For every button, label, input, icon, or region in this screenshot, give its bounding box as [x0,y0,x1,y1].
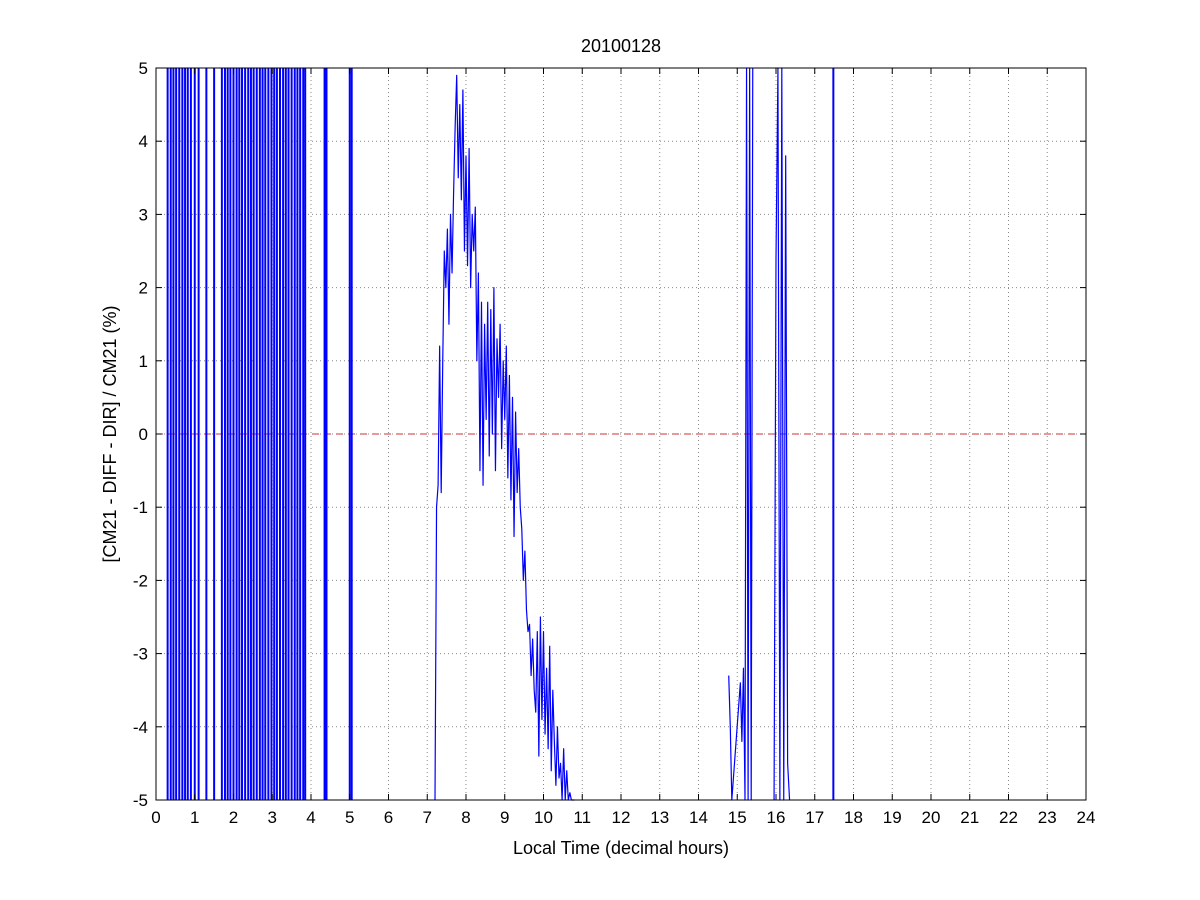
x-tick-label: 23 [1038,808,1057,827]
x-tick-label: 17 [805,808,824,827]
axis-ticks: 0 1 2 3 4 5 6 7 8 9 10 11 12 13 14 15 16 17 18 19 20 21 22 23 24… [133,59,1096,827]
y-tick-label: -1 [133,498,148,517]
x-tick-label: 19 [883,808,902,827]
x-tick-label: 20 [922,808,941,827]
y-tick-label: -5 [133,791,148,810]
x-tick-label: 4 [306,808,315,827]
y-tick-label: -4 [133,718,148,737]
series-line [434,74,575,801]
y-axis-title: [CM21 - DIFF - DIR] / CM21 (%) [100,305,120,562]
x-tick-label: 11 [573,808,591,827]
x-tick-label: 21 [960,808,979,827]
x-axis-title: Local Time (decimal hours) [513,838,729,858]
y-tick-label: 0 [139,425,148,444]
y-tick-label: 5 [139,59,148,78]
x-tick-label: 0 [151,808,160,827]
x-tick-label: 13 [650,808,669,827]
x-tick-label: 14 [689,808,708,827]
x-tick-label: 5 [345,808,354,827]
data-series [166,67,835,801]
x-tick-label: 18 [844,808,863,827]
x-tick-label: 2 [229,808,238,827]
x-tick-label: 16 [767,808,786,827]
x-tick-label: 15 [728,808,747,827]
x-tick-label: 24 [1077,808,1096,827]
y-tick-label: 1 [139,352,148,371]
x-tick-label: 9 [500,808,509,827]
grid-lines [156,68,1086,800]
x-tick-label: 22 [999,808,1018,827]
x-tick-label: 12 [612,808,631,827]
y-tick-label: -3 [133,645,148,664]
x-tick-label: 8 [461,808,470,827]
y-tick-label: 4 [139,132,148,151]
x-tick-label: 6 [384,808,393,827]
chart-title: 20100128 [581,36,661,56]
y-tick-label: -2 [133,571,148,590]
x-tick-label: 10 [534,808,553,827]
x-tick-label: 7 [423,808,432,827]
y-tick-label: 2 [139,279,148,298]
series-line [728,67,754,801]
x-tick-label: 3 [268,808,277,827]
y-tick-label: 3 [139,205,148,224]
x-tick-label: 1 [190,808,199,827]
